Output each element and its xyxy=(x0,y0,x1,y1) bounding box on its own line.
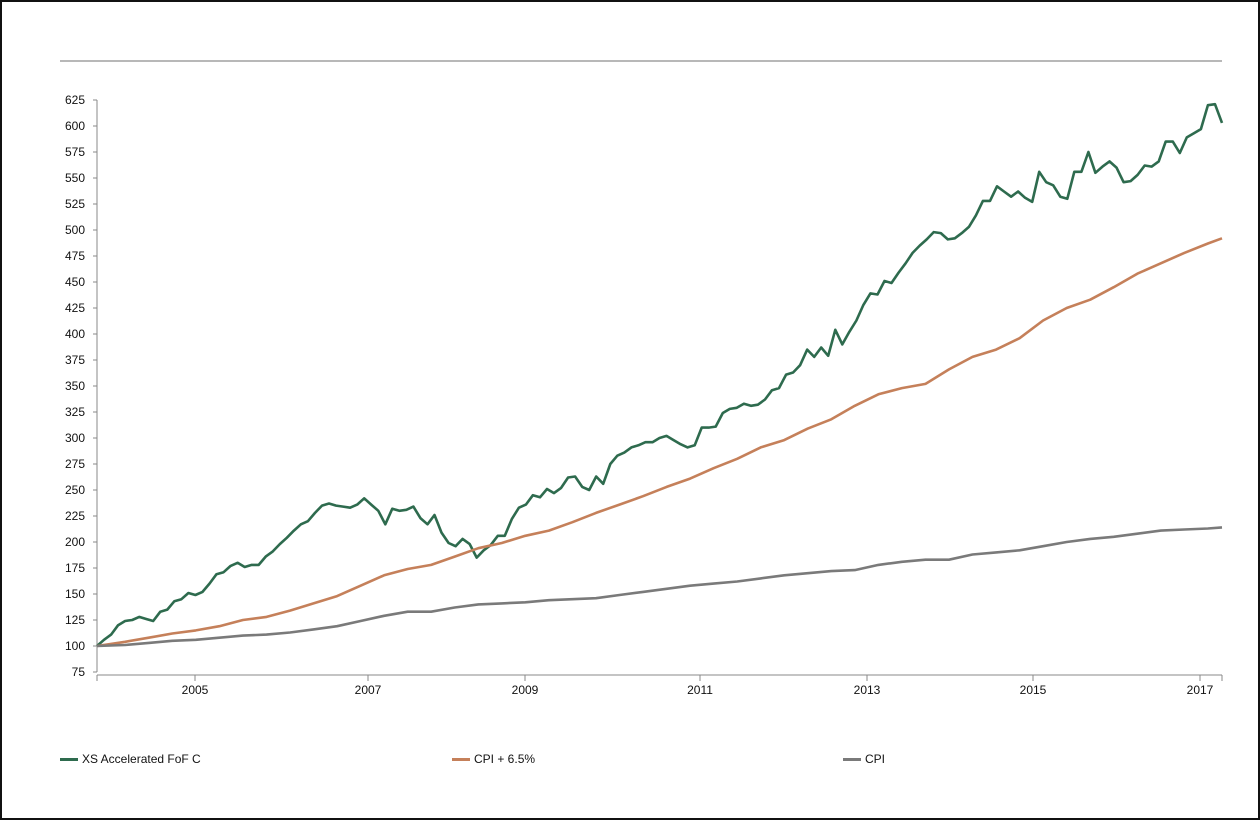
series-line-0 xyxy=(96,102,1224,647)
y-tick-label: 625 xyxy=(65,93,85,107)
legend-label: CPI xyxy=(865,752,886,766)
legend-label: XS Accelerated FoF C xyxy=(82,752,201,766)
y-tick-label: 575 xyxy=(65,145,85,159)
legend-swatch-cpi-plus xyxy=(452,757,470,761)
y-tick-label: 150 xyxy=(65,587,85,601)
legend-label: CPI + 6.5% xyxy=(474,752,536,766)
series-line-2 xyxy=(96,526,1223,648)
x-tick-label: 2007 xyxy=(355,683,382,697)
y-tick-label: 275 xyxy=(65,457,85,471)
y-tick-label: 375 xyxy=(65,353,85,367)
x-tick-label: 2015 xyxy=(1020,683,1047,697)
y-tick-label: 300 xyxy=(65,431,85,445)
legend-item-cpi-plus: CPI + 6.5% xyxy=(452,752,535,766)
y-tick-label: 500 xyxy=(65,223,85,237)
y-tick-label: 475 xyxy=(65,249,85,263)
y-tick-label: 75 xyxy=(72,665,86,679)
y-tick-label: 200 xyxy=(65,535,85,549)
y-tick-label: 175 xyxy=(65,561,85,575)
series-line-1 xyxy=(96,237,1223,648)
y-tick-label: 450 xyxy=(65,275,85,289)
legend-item-cpi: CPI xyxy=(843,752,885,766)
y-tick-label: 250 xyxy=(65,483,85,497)
x-tick-label: 2005 xyxy=(182,683,209,697)
legend-swatch-xs-accelerated xyxy=(60,757,78,761)
y-tick-label: 600 xyxy=(65,119,85,133)
y-tick-label: 425 xyxy=(65,301,85,315)
x-tick-label: 2013 xyxy=(854,683,881,697)
x-tick-label: 2017 xyxy=(1187,683,1214,697)
y-tick-label: 350 xyxy=(65,379,85,393)
y-tick-label: 525 xyxy=(65,197,85,211)
y-tick-label: 100 xyxy=(65,639,85,653)
legend-swatch-cpi xyxy=(843,757,861,761)
x-tick-label: 2009 xyxy=(512,683,539,697)
y-tick-label: 325 xyxy=(65,405,85,419)
y-tick-label: 225 xyxy=(65,509,85,523)
legend-item-xs-accelerated: XS Accelerated FoF C xyxy=(60,752,201,766)
x-tick-label: 2011 xyxy=(687,683,713,697)
y-tick-label: 400 xyxy=(65,327,85,341)
y-tick-label: 125 xyxy=(65,613,85,627)
y-tick-label: 550 xyxy=(65,171,85,185)
